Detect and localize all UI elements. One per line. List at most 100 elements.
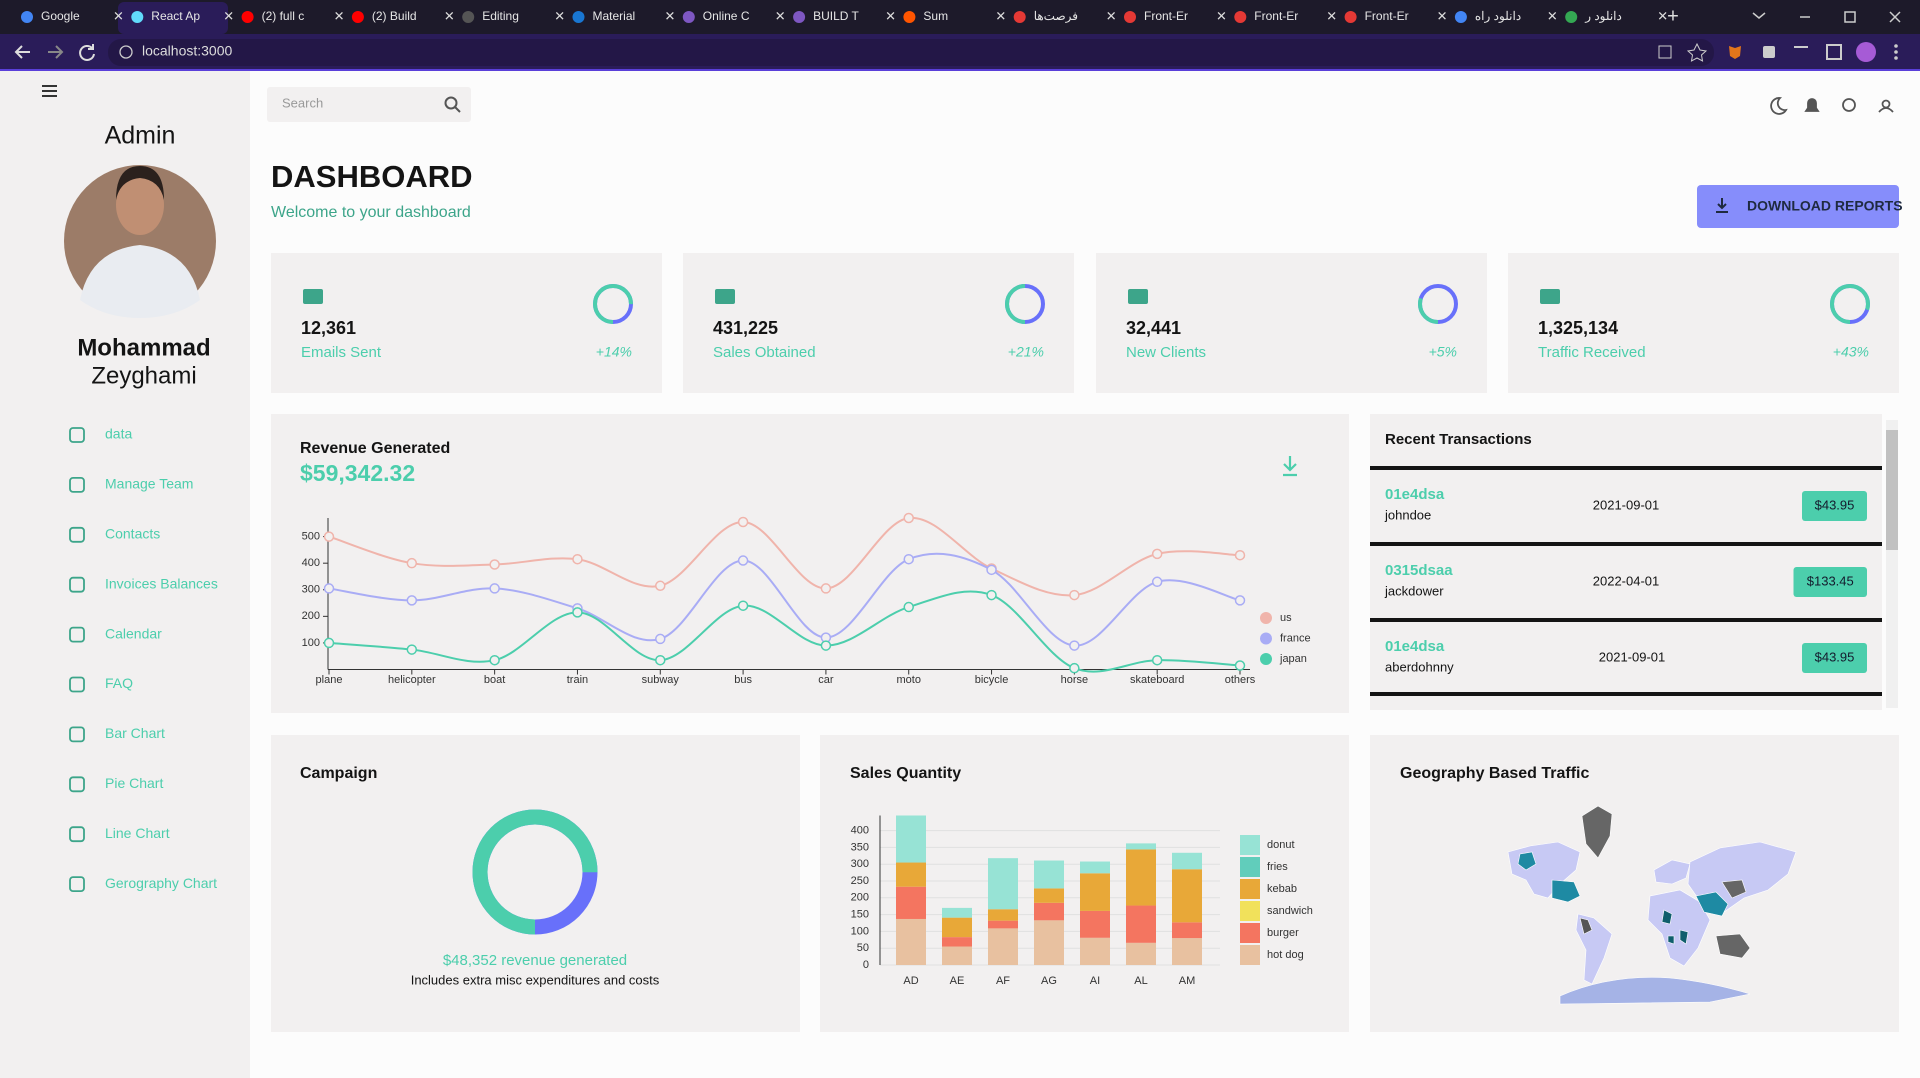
restore[interactable] <box>1844 11 1856 23</box>
bar-segment <box>1172 869 1202 923</box>
point <box>903 601 914 613</box>
tab-close[interactable]: ✕ <box>885 8 896 23</box>
metamask-icon[interactable] <box>1729 46 1741 59</box>
tab-close[interactable]: ✕ <box>1437 8 1448 23</box>
reload[interactable] <box>79 44 95 61</box>
scrollbar-thumb[interactable] <box>1886 430 1898 550</box>
new-tab[interactable]: + <box>1667 5 1679 27</box>
toolbar-icons <box>1658 42 1898 62</box>
revenue-download[interactable] <box>1283 456 1297 477</box>
tab-title[interactable]: Online C <box>703 9 750 23</box>
tab-title[interactable]: Front-Er <box>1365 9 1409 23</box>
menu-dot[interactable] <box>1894 44 1898 48</box>
point <box>572 607 583 618</box>
back[interactable] <box>14 45 30 59</box>
site-info[interactable] <box>119 45 133 59</box>
tab-close[interactable]: ✕ <box>1326 8 1337 23</box>
tab-search[interactable] <box>1752 12 1766 19</box>
forward[interactable] <box>48 45 64 59</box>
bar-segment <box>1172 922 1202 939</box>
stat-card <box>683 253 1074 393</box>
download-button-label[interactable]: DOWNLOAD REPORTS <box>1747 198 1903 214</box>
tab-close[interactable]: ✕ <box>995 8 1006 23</box>
notifications[interactable] <box>1804 98 1820 112</box>
tab-close[interactable]: ✕ <box>554 8 565 23</box>
profile[interactable] <box>1878 99 1894 113</box>
menu-item[interactable]: Bar Chart <box>105 725 165 741</box>
menu-item[interactable]: Line Chart <box>105 825 170 841</box>
tab-title[interactable]: Google <box>41 9 80 23</box>
tab-title[interactable]: (2) Build <box>372 9 417 23</box>
y-tick-label: 300 <box>851 858 869 870</box>
window-controls <box>1752 11 1901 23</box>
legend-label: sandwich <box>1267 905 1313 917</box>
tab-title[interactable]: BUILD T <box>813 9 859 23</box>
x-tick-label: subway <box>642 674 680 686</box>
tab-title[interactable]: Front-Er <box>1144 9 1188 23</box>
tab-close[interactable]: ✕ <box>113 8 124 23</box>
tab-close[interactable]: ✕ <box>1657 8 1668 23</box>
map-venezuela <box>1579 917 1593 935</box>
tab-close[interactable]: ✕ <box>1106 8 1117 23</box>
tab-close[interactable]: ✕ <box>1547 8 1558 23</box>
bar-segment <box>942 907 972 918</box>
url[interactable]: localhost:3000 <box>142 43 233 59</box>
profile-icon[interactable] <box>1856 42 1876 62</box>
media-icon[interactable] <box>1794 46 1808 48</box>
menu-item[interactable]: Contacts <box>105 526 160 542</box>
menu-icon <box>69 776 85 793</box>
tab-close[interactable]: ✕ <box>223 8 234 23</box>
menu-item[interactable]: data <box>105 426 132 442</box>
tab-close[interactable]: ✕ <box>334 8 345 23</box>
settings[interactable] <box>1842 98 1856 112</box>
address-bar[interactable] <box>108 39 1714 66</box>
tab-title[interactable]: دانلود ر <box>1584 9 1622 23</box>
tab-close[interactable]: ✕ <box>444 8 455 23</box>
bookmark-icon[interactable] <box>1686 42 1708 62</box>
hamburger[interactable] <box>42 85 57 97</box>
tab-title[interactable]: دانلود راه <box>1475 9 1521 23</box>
legend-symbol <box>1240 945 1260 965</box>
tab-title[interactable]: Front-Er <box>1254 9 1298 23</box>
row-divider <box>1370 692 1882 696</box>
menu-item[interactable]: Pie Chart <box>105 775 163 791</box>
x-tick-label: AM <box>1179 975 1196 987</box>
map-china <box>1721 879 1747 899</box>
tab-title[interactable]: Editing <box>482 9 519 23</box>
menu-item[interactable]: FAQ <box>105 675 133 691</box>
point <box>1151 576 1163 588</box>
active-tab[interactable] <box>118 2 228 34</box>
tab-close[interactable]: ✕ <box>775 8 786 23</box>
tab-title[interactable]: (2) full c <box>262 9 305 23</box>
stat-label: New Clients <box>1126 344 1206 361</box>
y-tick-label: 150 <box>851 909 869 921</box>
search-icon[interactable] <box>444 96 461 113</box>
share-icon[interactable] <box>1658 45 1672 59</box>
menu-item[interactable]: Gerography Chart <box>105 875 217 891</box>
point <box>406 557 418 569</box>
menu-item[interactable]: Calendar <box>105 625 162 641</box>
bar-segment <box>988 920 1018 929</box>
theme-toggle[interactable] <box>1770 97 1788 115</box>
menu-item[interactable]: Manage Team <box>105 476 193 492</box>
download-button[interactable] <box>1697 185 1899 228</box>
tab-title[interactable]: Sum <box>923 9 948 23</box>
bar-segment <box>1126 942 1156 965</box>
map-africa <box>1647 889 1711 967</box>
tab-title[interactable]: فرصت‌ها <box>1034 9 1078 23</box>
x-tick-label: AF <box>996 975 1010 987</box>
tab-close[interactable]: ✕ <box>1216 8 1227 23</box>
extensions-icon[interactable] <box>1763 46 1775 58</box>
search-box[interactable] <box>267 87 471 122</box>
sidepanel-icon[interactable] <box>1826 44 1842 60</box>
tab-close[interactable]: ✕ <box>665 8 676 23</box>
menu-item[interactable]: Invoices Balances <box>105 575 218 591</box>
tx-date: 2022-04-01 <box>1593 573 1660 588</box>
close-window[interactable] <box>1889 11 1901 23</box>
bar-segment <box>896 918 926 965</box>
progress-arc <box>472 809 598 935</box>
search-placeholder[interactable]: Search <box>282 95 323 110</box>
tab-title[interactable]: Material <box>593 9 636 23</box>
tab-title[interactable]: React Ap <box>151 9 200 23</box>
